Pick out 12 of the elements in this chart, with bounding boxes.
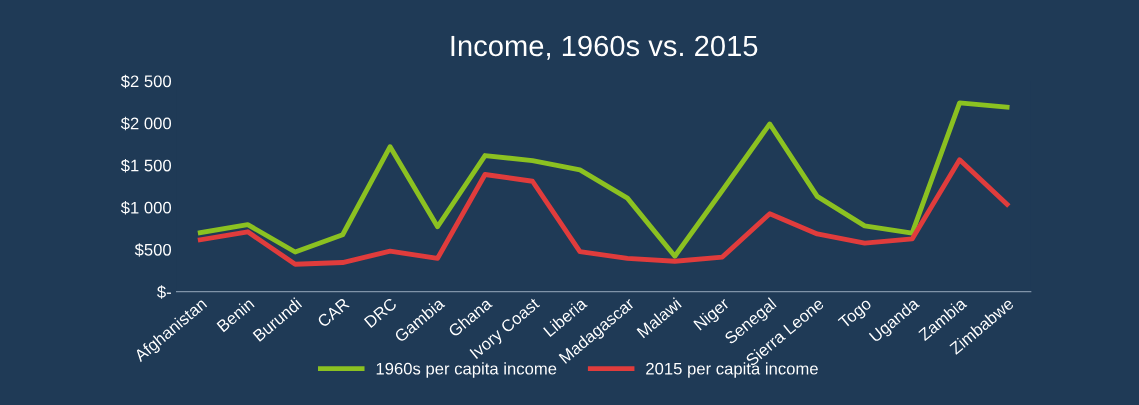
x-tick-label: Togo bbox=[837, 297, 875, 332]
chart-title: Income, 1960s vs. 2015 bbox=[451, 35, 758, 60]
line-series bbox=[197, 157, 1010, 267]
y-tick-label: $1 500 bbox=[120, 158, 172, 173]
line-series bbox=[197, 100, 1010, 259]
y-tick-label: $500 bbox=[134, 243, 172, 257]
y-tick-label: $2 000 bbox=[120, 116, 172, 131]
x-tick-label: CAR bbox=[316, 297, 350, 328]
y-tick-label: $- bbox=[157, 285, 171, 299]
y-tick-label: $1 000 bbox=[120, 201, 172, 215]
legend-label: 1960s per capita income bbox=[376, 362, 557, 378]
y-tick-label: $2 500 bbox=[120, 74, 172, 89]
